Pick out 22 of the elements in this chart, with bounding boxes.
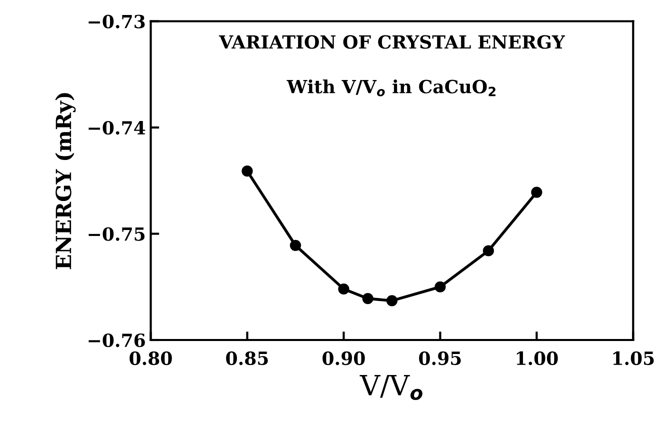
y-tick-label: −0.74: [88, 120, 146, 135]
annotation: With V/V$_{o}$ in CaCuO$_{2}$: [286, 79, 496, 96]
point: [338, 283, 350, 295]
y-axis-title: ENERGY (mRy): [55, 93, 76, 270]
point: [290, 240, 302, 251]
x-tick-label: 0.80: [130, 351, 172, 366]
x-tick-label: 0.90: [322, 351, 365, 366]
y-tick-label: −0.75: [88, 227, 145, 241]
point: [531, 186, 542, 198]
x-tick-label: 0.85: [226, 351, 268, 366]
x-axis-title: V/V$_{o}$: [360, 374, 422, 400]
annotation: VARIATION OF CRYSTAL ENERGY: [218, 35, 566, 49]
y-tick-label: −0.76: [88, 333, 145, 348]
x-tick-label: 1.00: [516, 351, 558, 366]
x-tick-label: 0.95: [419, 351, 461, 366]
point: [362, 293, 374, 304]
point: [434, 281, 446, 292]
point: [242, 166, 253, 177]
point: [386, 295, 398, 306]
y-tick-label: −0.73: [88, 14, 145, 28]
x-tick-label: 1.05: [613, 351, 654, 366]
point: [482, 245, 494, 256]
